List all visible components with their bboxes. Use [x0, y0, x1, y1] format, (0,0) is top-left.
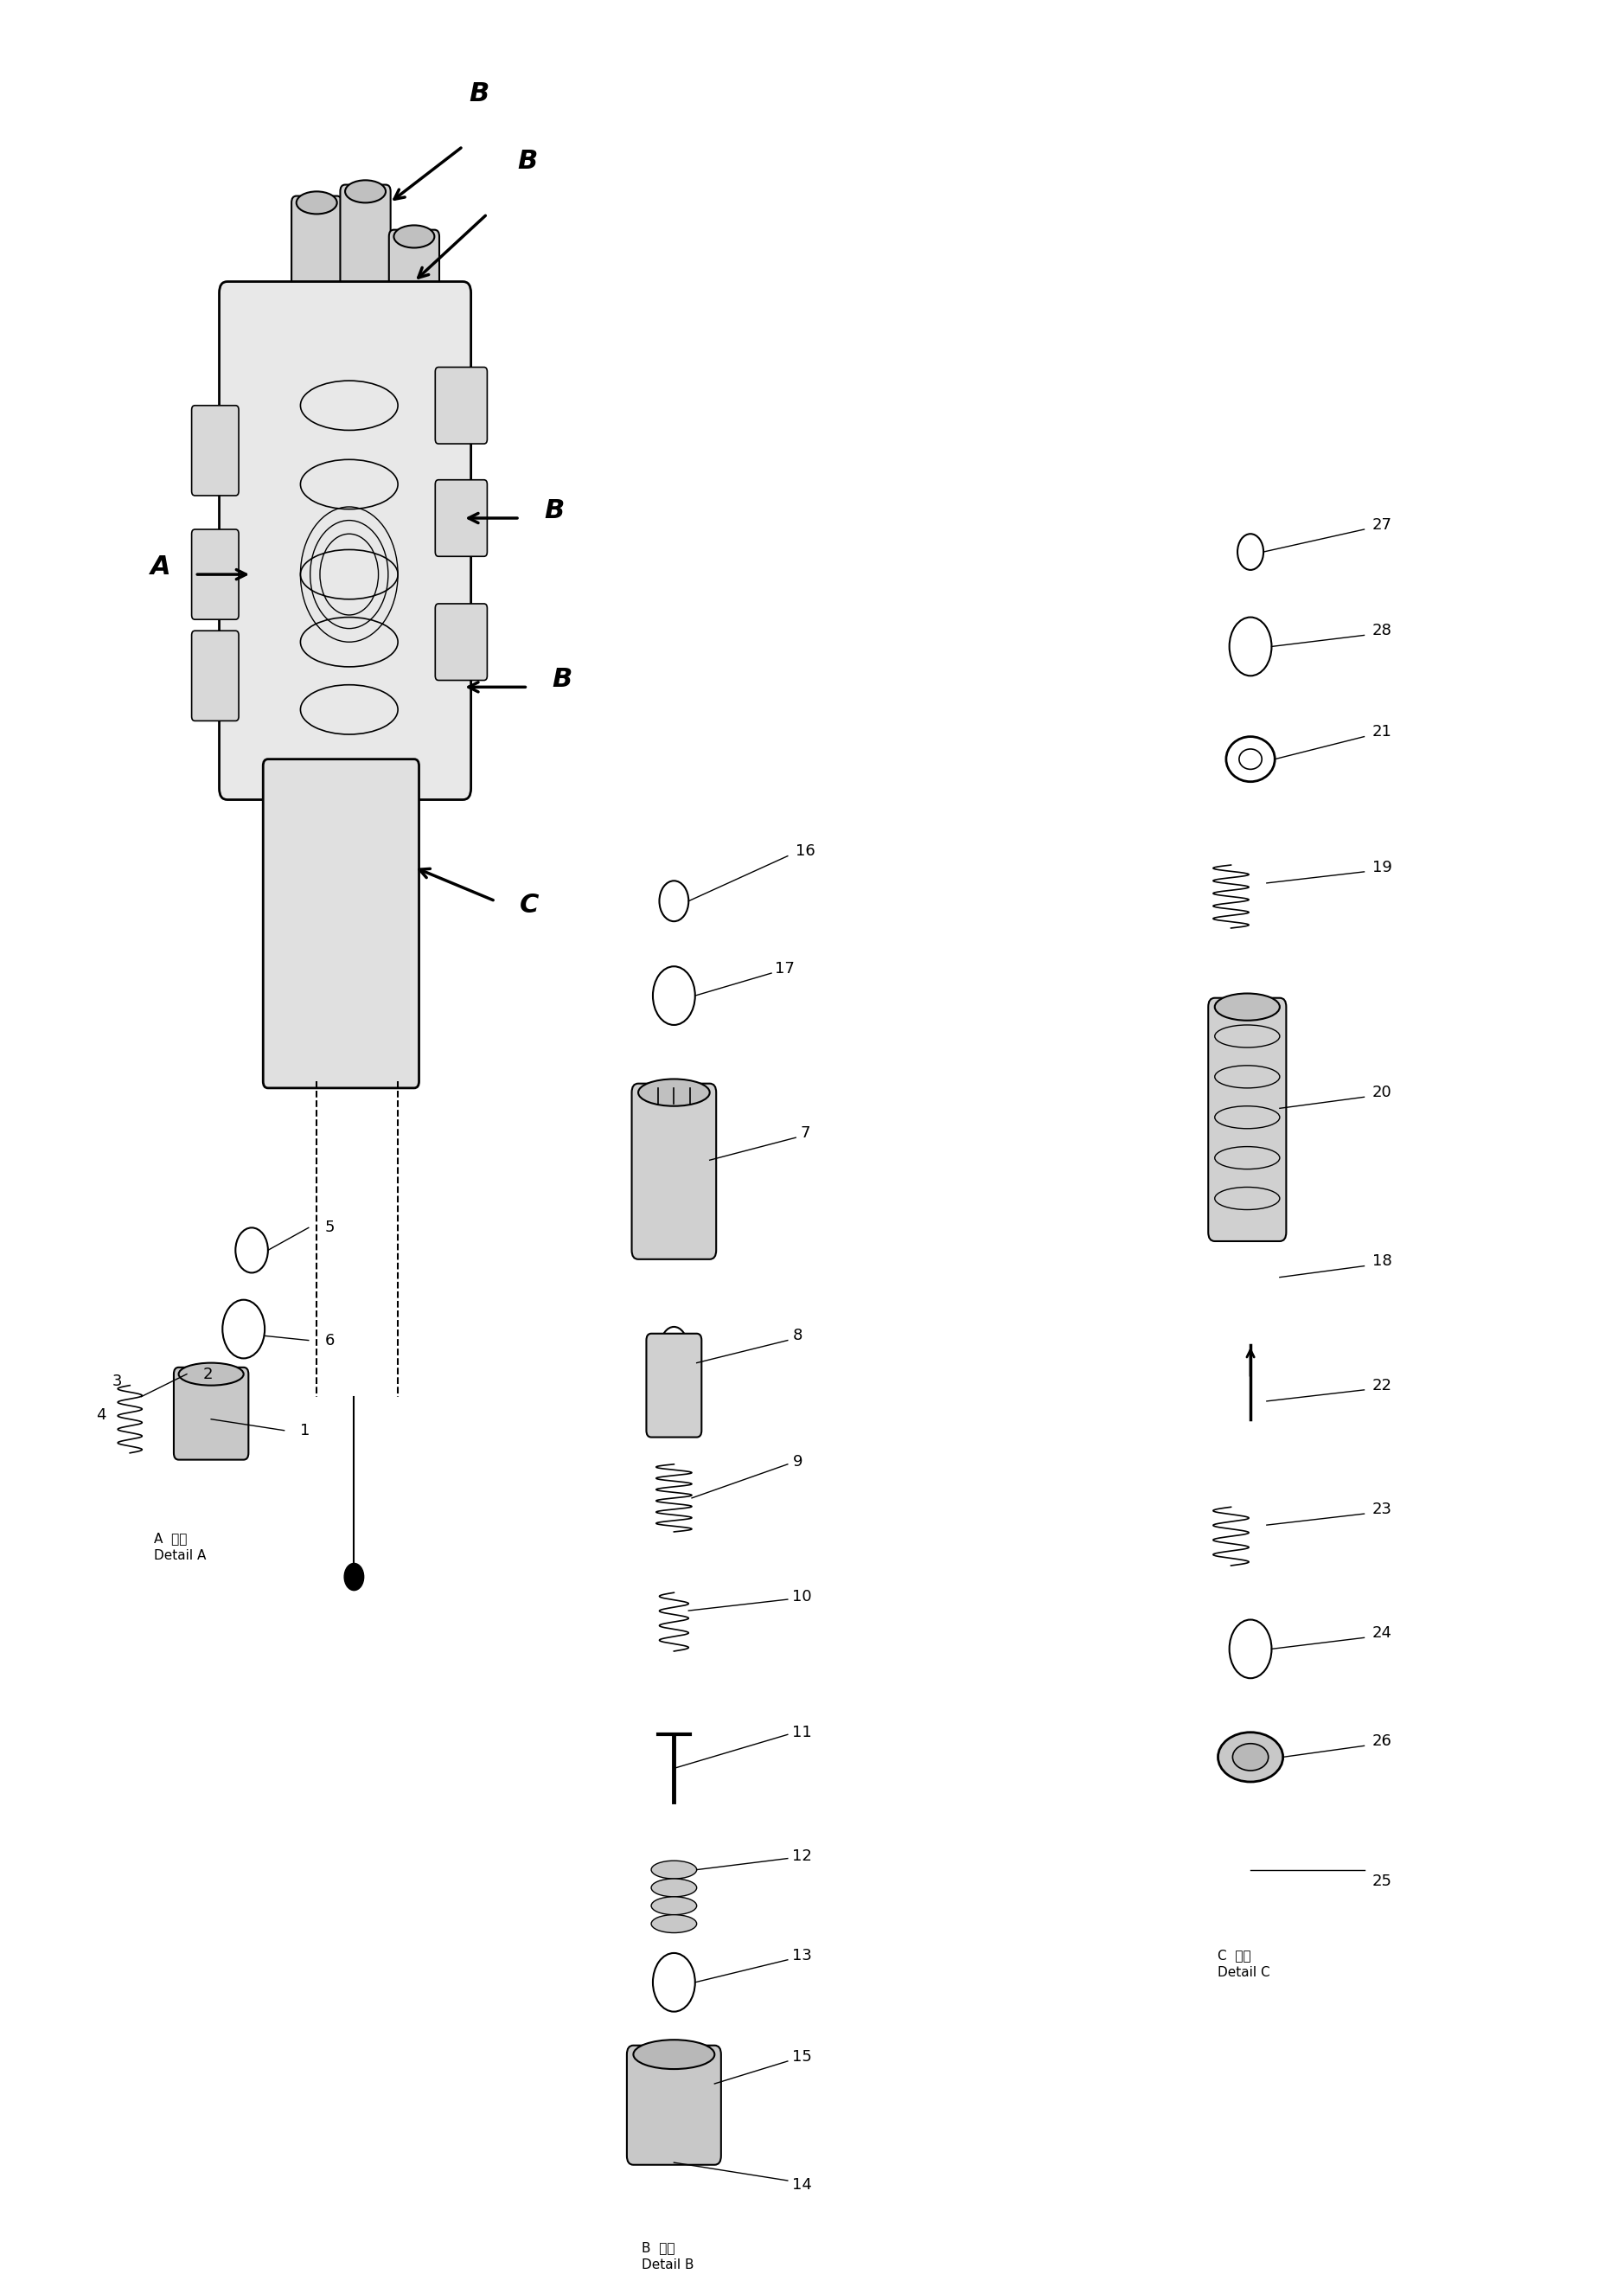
Text: 5: 5: [325, 1219, 335, 1235]
Ellipse shape: [651, 1860, 697, 1878]
FancyBboxPatch shape: [632, 1082, 716, 1260]
FancyBboxPatch shape: [390, 230, 438, 334]
FancyBboxPatch shape: [339, 184, 390, 289]
Ellipse shape: [1233, 1744, 1268, 1771]
Text: 19: 19: [1372, 860, 1392, 875]
Text: 23: 23: [1372, 1501, 1392, 1517]
Text: B: B: [552, 666, 572, 691]
Ellipse shape: [344, 180, 387, 202]
FancyBboxPatch shape: [292, 196, 341, 300]
FancyBboxPatch shape: [627, 2044, 721, 2165]
Text: B: B: [544, 498, 564, 523]
Ellipse shape: [296, 191, 338, 214]
Text: 6: 6: [325, 1333, 335, 1348]
Text: 18: 18: [1372, 1253, 1392, 1269]
Text: 4: 4: [96, 1408, 106, 1424]
Text: B: B: [469, 82, 489, 107]
Text: A  詳細
Detail A: A 詳細 Detail A: [154, 1533, 206, 1562]
Text: 20: 20: [1372, 1085, 1392, 1101]
Text: 8: 8: [793, 1328, 802, 1344]
Circle shape: [344, 1562, 364, 1590]
Text: 13: 13: [793, 1947, 812, 1962]
Text: 21: 21: [1372, 725, 1392, 739]
Text: 9: 9: [793, 1453, 802, 1469]
FancyBboxPatch shape: [435, 480, 487, 557]
Text: 2: 2: [203, 1367, 213, 1383]
Text: C: C: [520, 891, 539, 916]
Text: 11: 11: [793, 1724, 812, 1740]
Text: 10: 10: [793, 1590, 812, 1605]
Text: C  詳細
Detail C: C 詳細 Detail C: [1218, 1949, 1270, 1978]
Text: B  詳細
Detail B: B 詳細 Detail B: [641, 2242, 693, 2272]
Text: 22: 22: [1372, 1378, 1392, 1394]
FancyBboxPatch shape: [174, 1367, 248, 1460]
Ellipse shape: [393, 225, 435, 248]
Text: 17: 17: [775, 962, 794, 976]
FancyBboxPatch shape: [219, 282, 471, 800]
FancyBboxPatch shape: [646, 1333, 702, 1437]
FancyBboxPatch shape: [263, 760, 419, 1087]
Text: 16: 16: [796, 844, 815, 860]
Ellipse shape: [1218, 1733, 1283, 1783]
Ellipse shape: [651, 1878, 697, 1897]
Text: 25: 25: [1372, 1874, 1392, 1890]
Ellipse shape: [638, 1080, 710, 1105]
Text: 24: 24: [1372, 1626, 1392, 1642]
FancyBboxPatch shape: [435, 366, 487, 443]
Text: 14: 14: [793, 2176, 812, 2192]
FancyBboxPatch shape: [435, 603, 487, 680]
Text: 12: 12: [793, 1849, 812, 1865]
Text: 1: 1: [300, 1424, 310, 1437]
Ellipse shape: [179, 1362, 244, 1385]
Text: 26: 26: [1372, 1733, 1392, 1749]
FancyBboxPatch shape: [192, 530, 239, 619]
Ellipse shape: [651, 1897, 697, 1915]
Text: A: A: [149, 555, 171, 580]
Text: B: B: [518, 150, 538, 175]
Ellipse shape: [1215, 994, 1280, 1021]
Ellipse shape: [633, 2040, 715, 2069]
Text: 3: 3: [112, 1373, 122, 1389]
Text: 27: 27: [1372, 516, 1392, 532]
Text: 7: 7: [801, 1126, 810, 1142]
Text: 15: 15: [793, 2049, 812, 2065]
FancyBboxPatch shape: [192, 405, 239, 496]
FancyBboxPatch shape: [192, 630, 239, 721]
Ellipse shape: [651, 1915, 697, 1933]
Text: 28: 28: [1372, 623, 1392, 639]
FancyBboxPatch shape: [1208, 998, 1286, 1242]
